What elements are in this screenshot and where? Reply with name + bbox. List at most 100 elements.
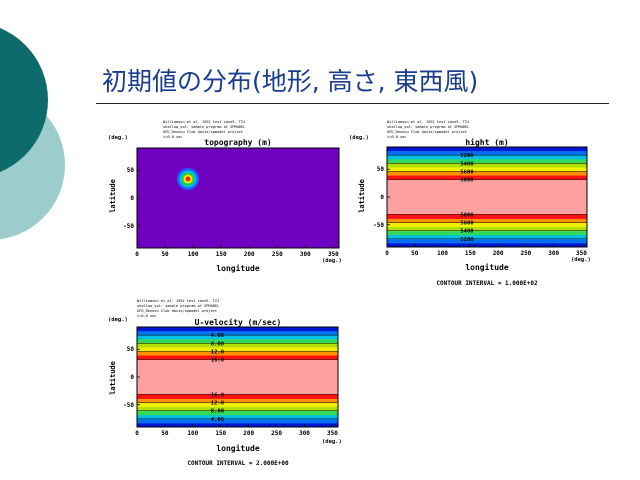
contour-band [137, 339, 338, 344]
x-tick-label: 100 [437, 250, 448, 257]
y-tick-label: 50 [127, 167, 135, 174]
header-block: Williamson et al. 1992 test case5. T21 s… [137, 299, 219, 318]
plot-area [137, 148, 339, 248]
x-tick-label: 150 [215, 430, 226, 437]
header-line-4: t=0.0 sec [137, 314, 156, 318]
contour-band [387, 155, 587, 160]
contour-band [137, 394, 338, 399]
contour-band [137, 331, 338, 336]
x-tick-label: 150 [216, 251, 227, 258]
header-block: Williamson et al. 1992 test case5. T21 s… [163, 120, 245, 139]
topography-mountain [177, 168, 199, 190]
contour-band [387, 226, 587, 232]
contour-band [387, 214, 587, 219]
x-unit-tag: (deg.) [322, 439, 342, 445]
contour-label: 16.0 [211, 392, 224, 398]
decor-circle-dark [0, 28, 48, 172]
header-line-2: shallow_sol: sample program of SPMODEL [163, 125, 245, 129]
contour-band [387, 151, 587, 156]
header-line-1: Williamson et al. 1992 test case5. T21 [137, 299, 219, 303]
contour-band [137, 355, 338, 361]
header-line-3: GFD_Dennou Club davis/spmodel project [387, 130, 467, 134]
contour-band [137, 422, 338, 428]
x-tick-label: 300 [299, 430, 310, 437]
contour-label: 8.00 [211, 409, 224, 415]
slide-title: 初期値の分布(地形, 高さ, 東西風) [102, 67, 479, 96]
y-tick-label: -50 [123, 223, 134, 230]
contour-band [387, 242, 587, 248]
contour-label: 5800 [460, 178, 473, 184]
y-tick-label: -50 [373, 222, 384, 229]
contour-label: 5600 [460, 169, 473, 175]
x-tick-label: 50 [411, 250, 419, 257]
contour-band [137, 351, 338, 357]
contour-labels: 4.00 8.00 12.0 16.0 16.0 12.0 8.00 4.00 [137, 333, 338, 423]
lat-unit-tag: (deg.) [108, 317, 128, 323]
contour-band [137, 410, 338, 416]
contour-label: 4.00 [211, 417, 224, 423]
plot-title: topography (m) [204, 138, 271, 147]
header-line-4: t=0.0 sec [387, 135, 406, 139]
contour-label: 12.0 [211, 349, 224, 355]
contour-band [387, 230, 587, 236]
x-ticks: 0 50 100 150 200 250 300 350 [385, 244, 587, 257]
y-tick-label: 50 [127, 346, 135, 353]
contour-band [137, 347, 338, 352]
y-tick-label: 0 [130, 195, 134, 202]
x-axis-label: longitude [216, 443, 260, 453]
header-line-2: shallow_sol: sample program of SPMODEL [137, 304, 219, 308]
contour-band [387, 159, 587, 164]
equatorial-band [137, 359, 338, 395]
contour-label: 16.0 [211, 358, 224, 364]
contour-interval-note: CONTOUR INTERVAL = 1.000E+02 [436, 280, 538, 287]
contour-band [387, 147, 587, 152]
contour-band [387, 222, 587, 228]
lat-unit-tag: (deg.) [108, 135, 128, 141]
contour-label: 5800 [460, 212, 473, 218]
x-axis-label: longitude [465, 262, 509, 272]
contour-bands [137, 327, 338, 428]
x-tick-label: 250 [520, 250, 531, 257]
contour-interval-note: CONTOUR INTERVAL = 2.000E+00 [187, 460, 289, 467]
x-tick-label: 200 [243, 430, 254, 437]
y-axis-label: latitude [358, 179, 366, 213]
x-tick-label: 200 [244, 251, 255, 258]
contour-band [137, 402, 338, 408]
contour-band [137, 335, 338, 340]
x-tick-label: 0 [385, 250, 389, 257]
contour-band [387, 218, 587, 224]
lat-unit-tag: (deg.) [349, 135, 369, 141]
contour-label: 5200 [460, 237, 473, 243]
x-ticks: 0 50 100 150 200 250 300 350 [135, 245, 339, 258]
y-tick-label: 0 [380, 194, 384, 201]
x-tick-label: 0 [135, 430, 139, 437]
header-line-3: GFD_Dennou Club davis/spmodel project [163, 130, 243, 134]
contour-bands [387, 147, 587, 248]
contour-band [137, 418, 338, 424]
plot-title: hight (m) [465, 137, 508, 147]
y-tick-label: 0 [130, 374, 134, 381]
contour-label: 5200 [460, 153, 473, 159]
header-line-4: t=0.0 sec [163, 135, 182, 139]
x-ticks: 0 50 100 150 200 250 300 350 [135, 424, 338, 437]
header-line-1: Williamson et al. 1992 test case5. T21 [163, 120, 245, 124]
y-ticks: 50 0 -50 [373, 166, 390, 229]
y-ticks: 50 0 -50 [123, 167, 140, 230]
x-tick-label: 300 [548, 250, 559, 257]
contour-label: 5400 [460, 161, 473, 167]
x-tick-label: 350 [576, 250, 587, 257]
x-tick-label: 50 [161, 430, 169, 437]
contour-band [137, 414, 338, 420]
x-tick-label: 100 [187, 430, 198, 437]
contour-band [137, 343, 338, 348]
y-axis-label: latitude [109, 179, 117, 213]
contour-band [137, 327, 338, 332]
contour-band [387, 175, 587, 181]
y-tick-label: -50 [123, 402, 134, 409]
contour-label: 4.00 [211, 333, 224, 339]
contour-ring-red [185, 176, 191, 182]
contour-label: 5400 [460, 229, 473, 235]
